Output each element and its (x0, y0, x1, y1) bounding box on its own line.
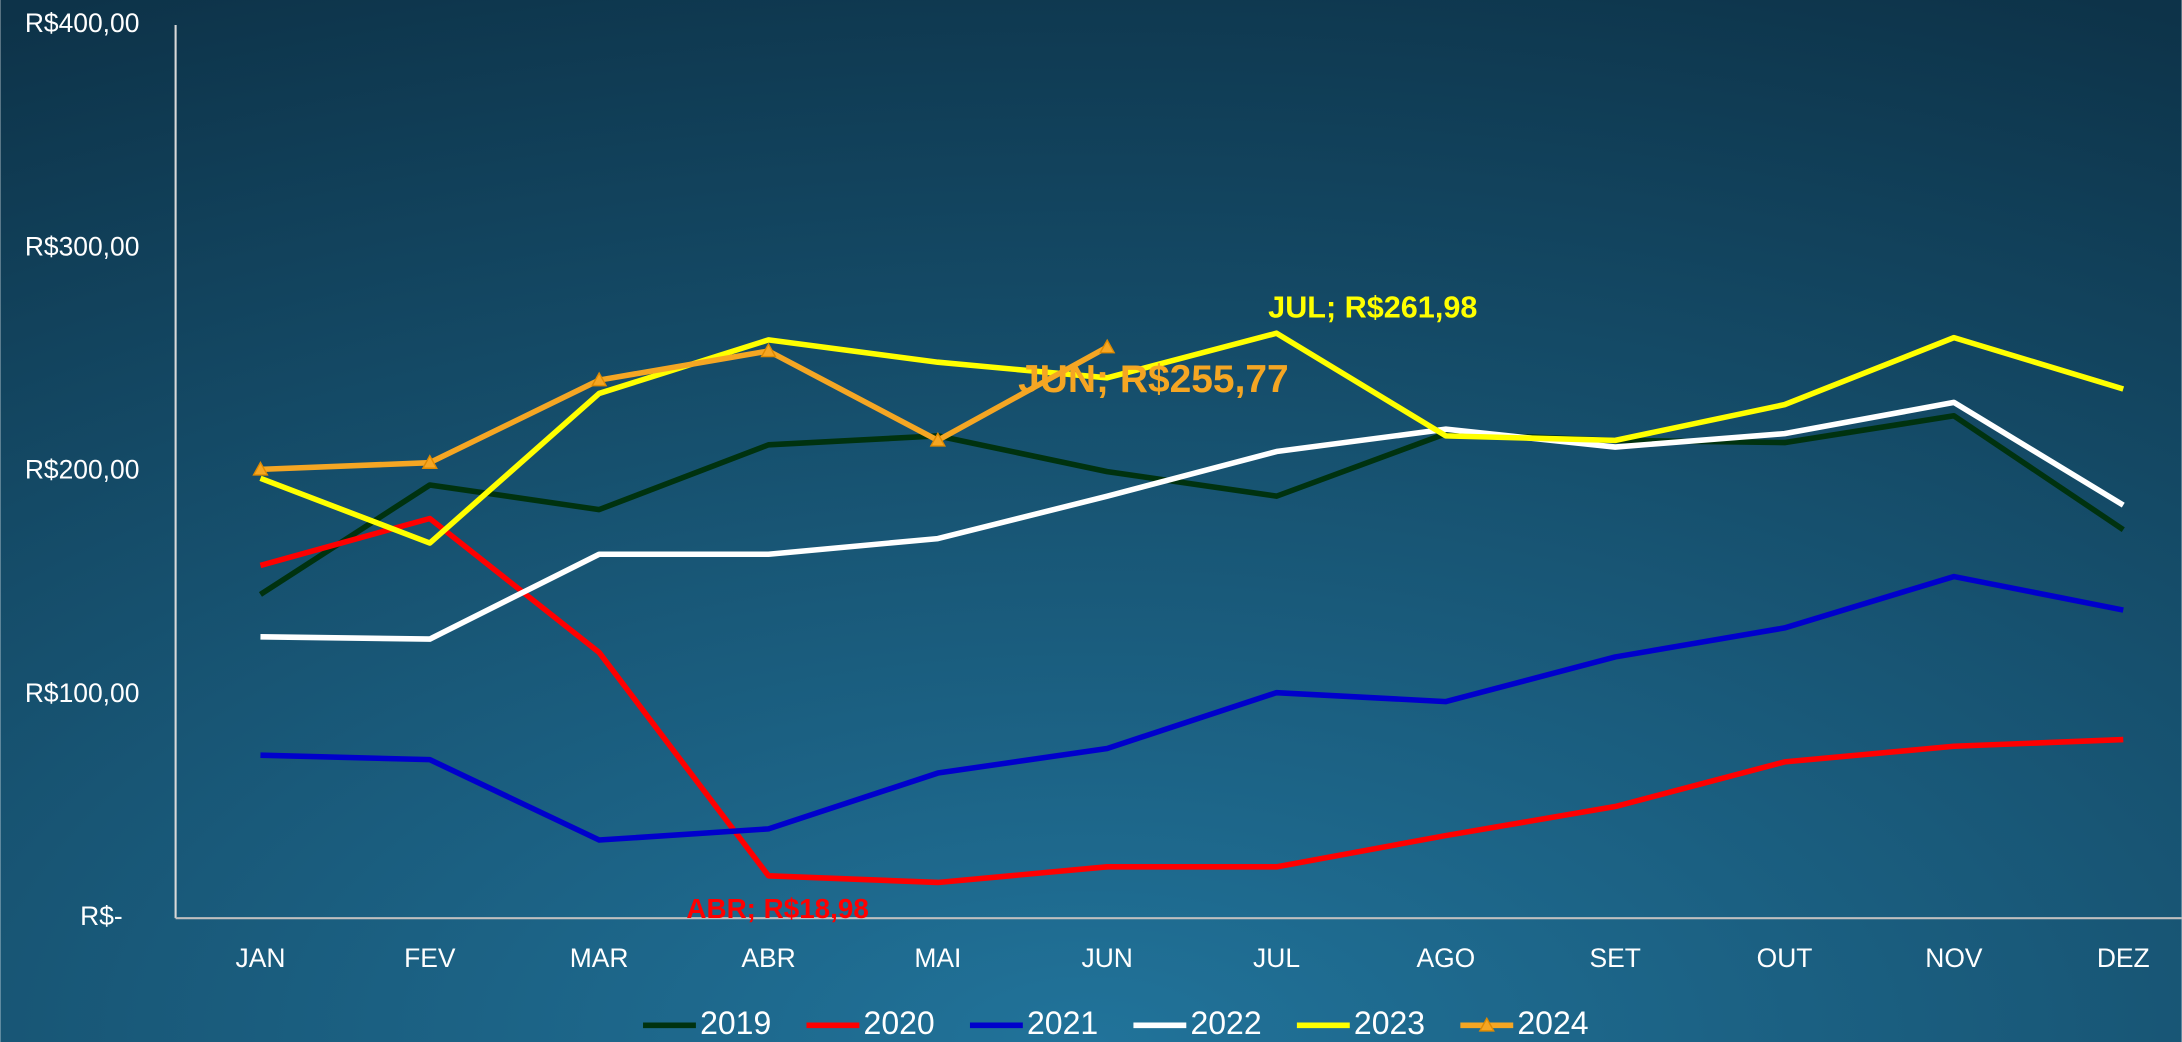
x-tick-label: ABR (741, 943, 795, 973)
point-marker (421, 454, 438, 469)
legend-label: 2019 (700, 1005, 771, 1041)
point-marker (252, 460, 269, 476)
x-tick-label: NOV (1925, 943, 1983, 973)
legend-label: 2021 (1027, 1005, 1098, 1041)
legend-label: 2024 (1517, 1005, 1588, 1041)
data-annotation: ABR; R$18,98 (686, 893, 868, 924)
legend-label: 2020 (864, 1005, 935, 1041)
data-annotation: JUN; R$255,77 (1018, 358, 1289, 401)
y-tick-label: R$300,00 (25, 231, 140, 261)
x-tick-label: JUL (1253, 943, 1300, 973)
series-line (260, 344, 1109, 473)
data-annotation: JUL; R$261,98 (1268, 291, 1477, 325)
point-marker (929, 431, 946, 447)
point-marker (760, 342, 777, 358)
x-tick-label: SET (1590, 943, 1641, 973)
series-line (260, 573, 2124, 843)
legend-label: 2023 (1354, 1005, 1425, 1041)
series-line (260, 399, 2125, 642)
x-tick-label: JUN (1082, 943, 1133, 973)
y-tick-label: R$100,00 (25, 678, 140, 708)
y-tick-label: R$400,00 (25, 8, 140, 38)
legend-label: 2022 (1190, 1005, 1261, 1041)
y-tick-label: R$200,00 (25, 455, 140, 485)
x-tick-label: FEV (404, 943, 456, 973)
x-tick-label: AGO (1417, 943, 1476, 973)
x-tick-label: JAN (235, 943, 285, 973)
point-marker (591, 371, 608, 387)
x-tick-label: DEZ (2097, 943, 2150, 973)
y-tick-label: R$- (80, 901, 123, 931)
point-marker (1099, 338, 1116, 354)
x-tick-label: MAI (914, 943, 961, 973)
legend-marker (1478, 1016, 1495, 1032)
series-line (258, 413, 2125, 597)
series-line (259, 330, 2125, 546)
x-tick-label: MAR (570, 943, 629, 973)
series-line (259, 515, 2124, 886)
x-tick-label: OUT (1757, 943, 1813, 973)
